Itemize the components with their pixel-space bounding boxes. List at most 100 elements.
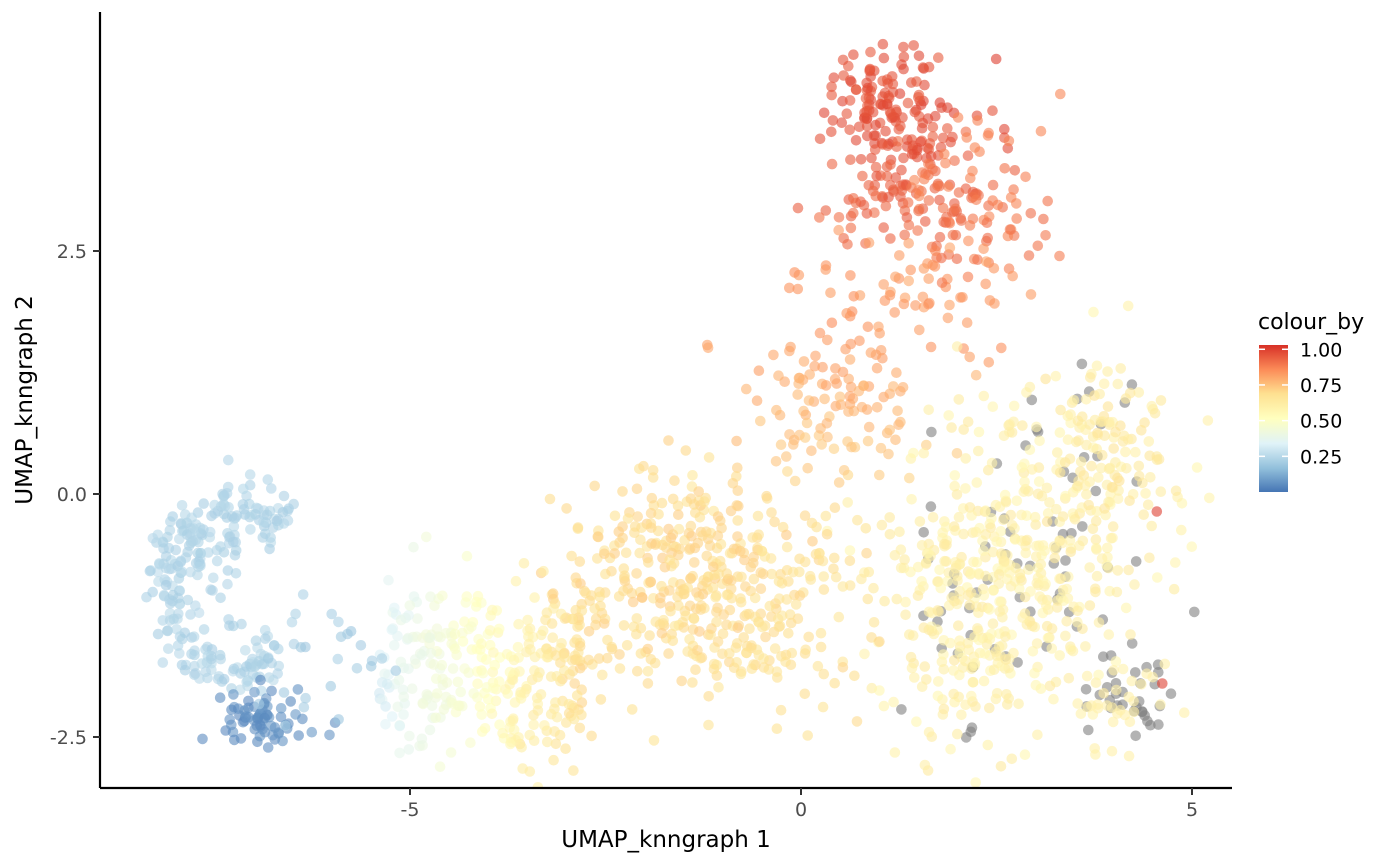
data-point	[790, 476, 801, 487]
x-axis-title: UMAP_knngraph 1	[561, 827, 771, 853]
data-point	[1118, 436, 1129, 447]
data-point	[938, 203, 949, 214]
data-point	[782, 466, 793, 477]
data-point	[529, 592, 540, 603]
data-point	[804, 395, 815, 406]
data-point	[1102, 700, 1113, 711]
data-point	[996, 526, 1007, 537]
data-point	[960, 483, 971, 494]
data-point	[228, 689, 239, 700]
data-point	[1045, 681, 1056, 692]
data-point	[279, 491, 290, 502]
data-point	[774, 622, 785, 633]
data-point	[1084, 562, 1095, 573]
data-point	[1113, 379, 1124, 390]
na-point	[918, 527, 929, 538]
data-point	[930, 245, 941, 256]
data-point	[1081, 489, 1092, 500]
data-point	[728, 478, 739, 489]
data-point	[903, 98, 914, 109]
data-point	[838, 55, 849, 66]
data-point	[280, 721, 291, 732]
data-point	[703, 720, 714, 731]
data-point	[1105, 463, 1116, 474]
data-point	[802, 418, 813, 429]
data-point	[793, 284, 804, 295]
data-point	[952, 575, 963, 586]
data-point	[793, 613, 804, 624]
data-point	[771, 405, 782, 416]
data-point	[229, 521, 240, 532]
data-point	[429, 659, 440, 670]
data-point	[643, 557, 654, 568]
data-point	[560, 743, 571, 754]
data-point	[1055, 89, 1066, 100]
data-point	[773, 370, 784, 381]
data-point	[972, 254, 983, 265]
data-point	[669, 475, 680, 486]
data-point	[999, 163, 1010, 174]
data-point	[878, 392, 889, 403]
data-point	[732, 515, 743, 526]
data-point	[960, 453, 971, 464]
data-point	[666, 533, 677, 544]
data-point	[450, 643, 461, 654]
data-point	[223, 565, 234, 576]
data-point	[984, 604, 995, 615]
data-point	[293, 730, 304, 741]
data-point	[818, 571, 829, 582]
data-point	[1236, 552, 1247, 563]
data-point	[829, 553, 840, 564]
data-point	[245, 469, 256, 480]
data-point	[655, 598, 666, 609]
data-point	[984, 357, 995, 368]
data-point	[756, 583, 767, 594]
data-point	[747, 532, 758, 543]
data-point	[1063, 572, 1074, 583]
data-point	[841, 308, 852, 319]
data-point	[219, 674, 230, 685]
data-point	[546, 671, 557, 682]
data-point	[525, 624, 536, 635]
data-point	[487, 709, 498, 720]
data-point	[220, 501, 231, 512]
data-point	[212, 556, 223, 567]
data-point	[732, 531, 743, 542]
data-point	[713, 530, 724, 541]
data-point	[1146, 521, 1157, 532]
data-point	[593, 532, 604, 543]
data-point	[1152, 506, 1163, 517]
data-point	[1025, 445, 1036, 456]
data-point	[818, 556, 829, 567]
data-point	[861, 523, 872, 534]
data-point	[559, 665, 570, 676]
y-tick-label: -2.5	[50, 727, 87, 749]
data-point	[966, 568, 977, 579]
data-point	[173, 640, 184, 651]
data-point	[1012, 496, 1023, 507]
data-point	[545, 494, 556, 505]
data-point	[632, 484, 643, 495]
data-point	[657, 628, 668, 639]
data-point	[182, 547, 193, 558]
data-point	[646, 538, 657, 549]
data-point	[643, 666, 654, 677]
data-point	[494, 719, 505, 730]
data-point	[966, 587, 977, 598]
data-point	[1007, 754, 1018, 765]
data-point	[829, 444, 840, 455]
data-point	[1097, 553, 1108, 564]
data-point	[885, 529, 896, 540]
data-point	[1019, 477, 1030, 488]
data-point	[842, 239, 853, 250]
data-point	[827, 318, 838, 329]
data-point	[970, 142, 981, 153]
data-point	[828, 564, 839, 575]
data-point	[953, 112, 964, 123]
data-point	[643, 678, 654, 689]
data-point	[983, 128, 994, 139]
data-point	[1152, 572, 1163, 583]
data-point	[539, 720, 550, 731]
data-point	[1102, 543, 1113, 554]
data-point	[982, 233, 993, 244]
